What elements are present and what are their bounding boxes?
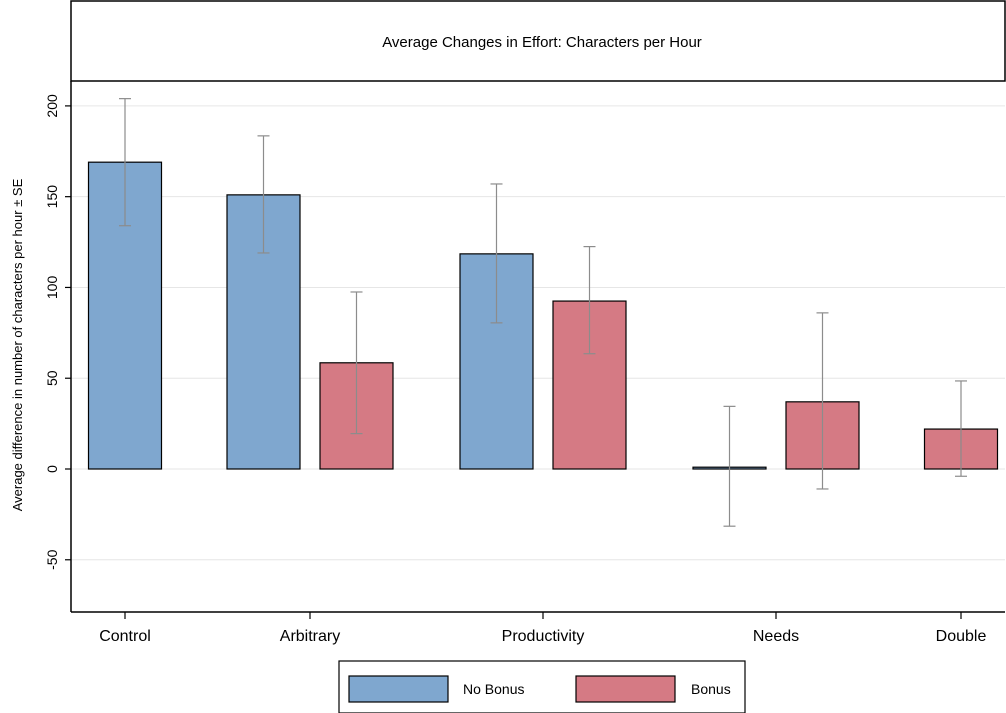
bars (87, 161, 999, 470)
y-tick-label: 0 (44, 465, 60, 473)
x-tick-label: Needs (753, 628, 799, 645)
y-tick-label: -50 (44, 549, 60, 569)
y-tick-label: 200 (44, 94, 60, 118)
y-tick-label: 100 (44, 276, 60, 300)
legend-swatch (575, 675, 676, 703)
legend-label: Bonus (691, 681, 731, 697)
y-tick-label: 150 (44, 185, 60, 209)
y-axis-label: Average difference in number of characte… (10, 178, 25, 511)
x-tick-label: Arbitrary (280, 628, 340, 645)
y-tick-label: 50 (44, 370, 60, 386)
chart-title: Average Changes in Effort: Characters pe… (382, 34, 702, 51)
x-tick-label: Productivity (502, 628, 585, 645)
gridlines (71, 105, 1005, 561)
x-tick-label: Control (99, 628, 151, 645)
legend-swatch (348, 675, 449, 703)
legend-label: No Bonus (463, 681, 524, 697)
x-tick-label: Double (936, 628, 987, 645)
legend: No Bonus Bonus (338, 660, 746, 713)
title-box (70, 0, 1006, 82)
axes: 200 150 100 50 0 -50 Control Arbitrary Productiv… (44, 81, 1005, 645)
error-bars (119, 98, 967, 527)
